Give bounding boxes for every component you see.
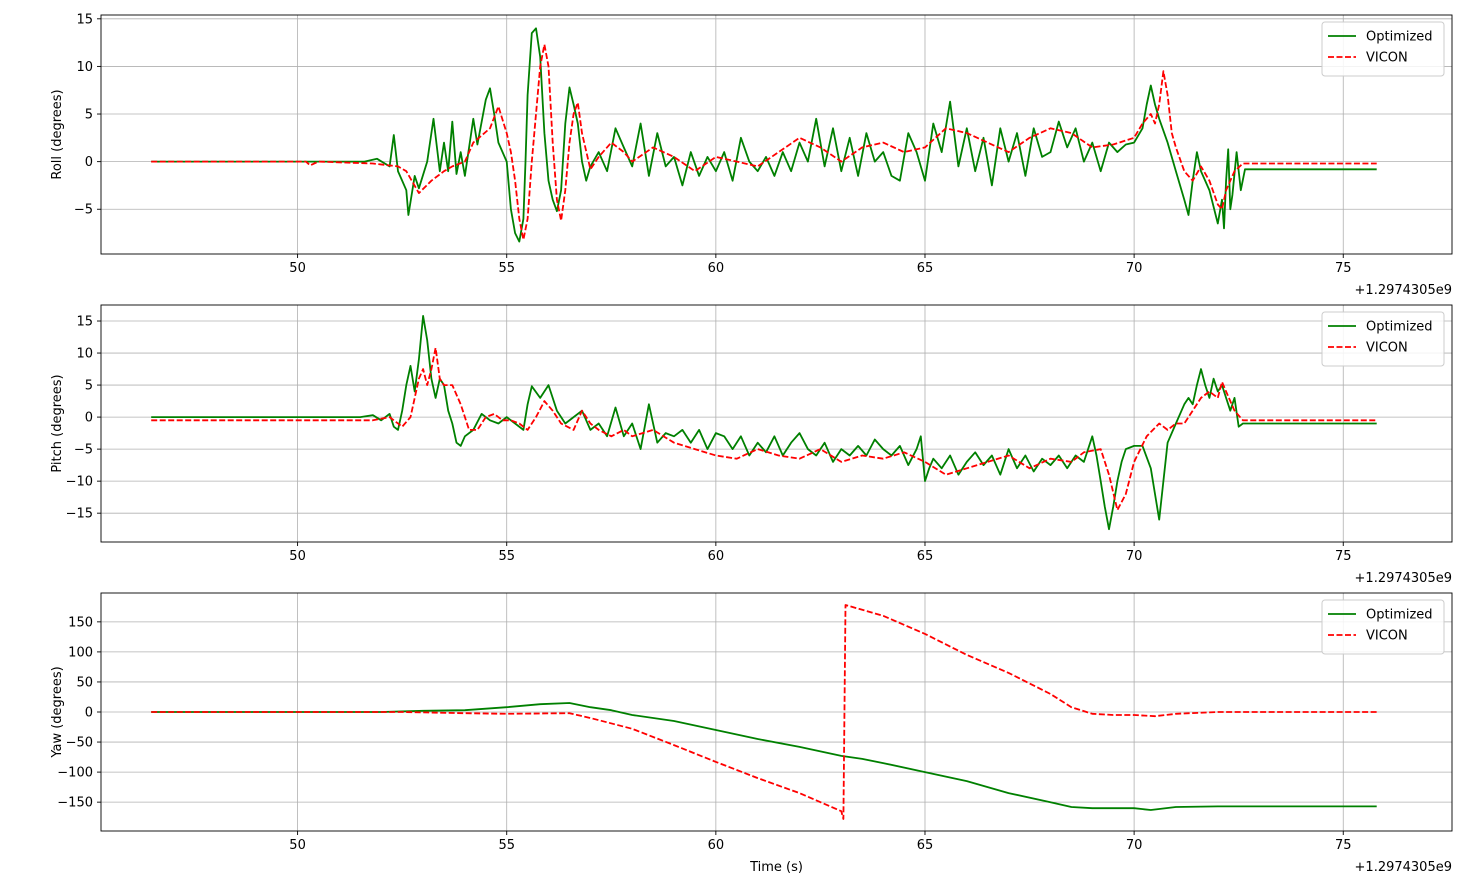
x-tick-label: 50 [289,838,306,853]
y-tick-label: 15 [76,315,93,330]
yaw-legend: Optimized VICON [1321,599,1445,655]
x-tick-label: 55 [498,549,515,564]
x-tick-label: 60 [708,261,725,276]
x-tick-label: 70 [1126,549,1143,564]
legend-label-optimized: Optimized [1366,30,1433,45]
x-tick-label: 50 [289,261,306,276]
legend-label-vicon: VICON [1366,629,1408,644]
pitch-x-offset-label: +1.2974305e9 [1355,571,1452,586]
yaw-panel: 50 55 60 65 70 75 −150 −100 −50 0 50 100 150 +1.29743… [50,592,1453,875]
y-tick-label: 10 [76,60,93,75]
x-tick-label: 60 [708,838,725,853]
y-tick-label: 10 [76,347,93,362]
yaw-y-axis-label: Yaw (degrees) [50,666,65,758]
y-tick-label: 50 [76,675,93,690]
y-tick-label: 0 [85,155,93,170]
pitch-panel: 50 55 60 65 70 75 −15 −10 −5 0 5 10 15 +1.2974305e9 Pi… [50,304,1453,586]
x-tick-label: 70 [1126,261,1143,276]
roll-series-optimized-line [151,27,1377,243]
pitch-y-axis-label: Pitch (degrees) [50,374,65,472]
legend-label-optimized: Optimized [1366,320,1433,335]
x-tick-label: 65 [917,838,934,853]
x-tick-label: 55 [498,261,515,276]
pitch-grid [101,305,1452,542]
yaw-series-vicon-line [151,604,1377,820]
x-tick-label: 55 [498,838,515,853]
y-tick-label: −100 [57,766,93,781]
x-tick-label: 50 [289,549,306,564]
y-tick-label: 100 [68,645,93,660]
y-tick-label: 5 [85,379,93,394]
yaw-series-group [151,604,1377,820]
legend-label-vicon: VICON [1366,51,1408,66]
pitch-series-optimized-line [151,315,1377,531]
legend-label-vicon: VICON [1366,341,1408,356]
roll-x-offset-label: +1.2974305e9 [1355,283,1452,298]
pitch-legend: Optimized VICON [1321,311,1445,367]
y-tick-label: 5 [85,108,93,123]
pitch-series-group [151,315,1377,531]
roll-series-group [151,27,1377,243]
x-tick-label: 65 [917,549,934,564]
roll-y-axis-label: Roll (degrees) [50,89,65,179]
x-tick-label: 75 [1335,549,1352,564]
y-tick-label: −5 [74,443,93,458]
roll-series-vicon-line [151,43,1377,241]
roll-legend: Optimized VICON [1321,21,1445,77]
yaw-x-axis-label: Time (s) [749,860,803,875]
x-tick-label: 60 [708,549,725,564]
y-tick-label: 0 [85,706,93,721]
pitch-series-vicon-line [151,347,1377,511]
yaw-series-optimized-line [151,702,1377,811]
x-tick-label: 65 [917,261,934,276]
y-tick-label: −10 [66,475,93,490]
x-tick-label: 70 [1126,838,1143,853]
y-tick-label: −50 [66,736,93,751]
x-tick-label: 75 [1335,261,1352,276]
legend-label-optimized: Optimized [1366,608,1433,623]
pitch-axes-frame [100,304,1453,543]
x-tick-label: 75 [1335,838,1352,853]
y-tick-label: −150 [57,796,93,811]
yaw-x-offset-label: +1.2974305e9 [1355,860,1452,875]
y-tick-label: 0 [85,411,93,426]
y-tick-label: 150 [68,615,93,630]
y-tick-label: −15 [66,507,93,522]
y-tick-label: −5 [74,203,93,218]
roll-axes-frame [100,14,1453,255]
y-tick-label: 15 [76,12,93,27]
roll-panel: 50 55 60 65 70 75 −5 0 5 10 15 +1.2974305e9 Roll (de… [50,12,1453,298]
